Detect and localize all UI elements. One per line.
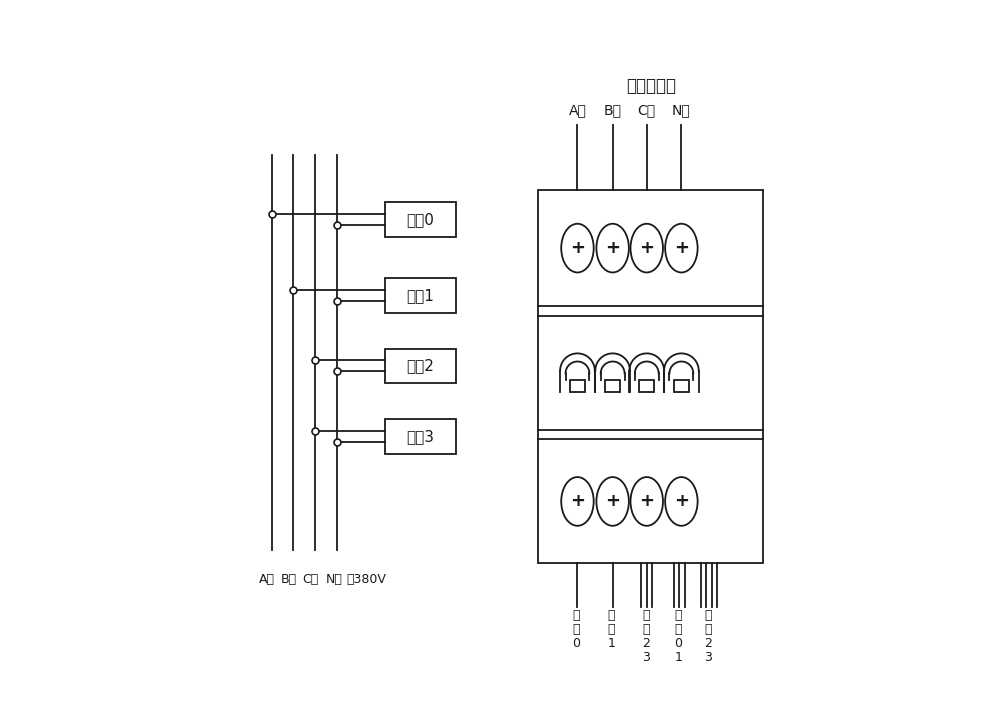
Text: B绿: B绿 bbox=[281, 573, 297, 586]
Ellipse shape bbox=[665, 224, 698, 273]
Text: +: + bbox=[639, 239, 654, 257]
Text: 模块0: 模块0 bbox=[407, 212, 434, 227]
Text: 模
块
2
3: 模 块 2 3 bbox=[704, 610, 712, 664]
Ellipse shape bbox=[596, 224, 629, 273]
Text: ～380V: ～380V bbox=[346, 573, 386, 586]
Bar bbox=[385, 419, 456, 453]
Text: +: + bbox=[570, 239, 585, 257]
Text: +: + bbox=[605, 239, 620, 257]
Text: 模块1: 模块1 bbox=[407, 288, 434, 303]
Text: 模
块
1: 模 块 1 bbox=[608, 610, 615, 650]
Text: N蓝: N蓝 bbox=[672, 103, 691, 117]
Bar bbox=[605, 380, 620, 392]
Ellipse shape bbox=[596, 477, 629, 526]
Text: 模
块
0
1: 模 块 0 1 bbox=[674, 610, 682, 664]
Text: B绿: B绿 bbox=[604, 103, 622, 117]
Text: 模块2: 模块2 bbox=[407, 359, 434, 373]
Ellipse shape bbox=[561, 477, 594, 526]
Bar bbox=[570, 380, 585, 392]
Bar bbox=[385, 202, 456, 237]
Text: +: + bbox=[674, 239, 689, 257]
Text: +: + bbox=[639, 492, 654, 510]
Ellipse shape bbox=[631, 224, 663, 273]
Text: 模块3: 模块3 bbox=[406, 429, 434, 444]
Bar bbox=[385, 278, 456, 313]
Text: +: + bbox=[570, 492, 585, 510]
Bar bbox=[639, 380, 654, 392]
Bar bbox=[674, 380, 689, 392]
Text: A黄: A黄 bbox=[259, 573, 275, 586]
Text: C红: C红 bbox=[638, 103, 656, 117]
Text: A黄: A黄 bbox=[569, 103, 586, 117]
Text: 模
块
0: 模 块 0 bbox=[572, 610, 580, 650]
Bar bbox=[385, 349, 456, 383]
Ellipse shape bbox=[631, 477, 663, 526]
Bar bbox=[538, 190, 763, 563]
Text: +: + bbox=[605, 492, 620, 510]
Text: 电源输入端: 电源输入端 bbox=[626, 77, 676, 95]
Text: 模
块
2
3: 模 块 2 3 bbox=[642, 610, 650, 664]
Ellipse shape bbox=[561, 224, 594, 273]
Text: +: + bbox=[674, 492, 689, 510]
Ellipse shape bbox=[665, 477, 698, 526]
Text: N蓝: N蓝 bbox=[325, 573, 342, 586]
Text: C红: C红 bbox=[302, 573, 319, 586]
